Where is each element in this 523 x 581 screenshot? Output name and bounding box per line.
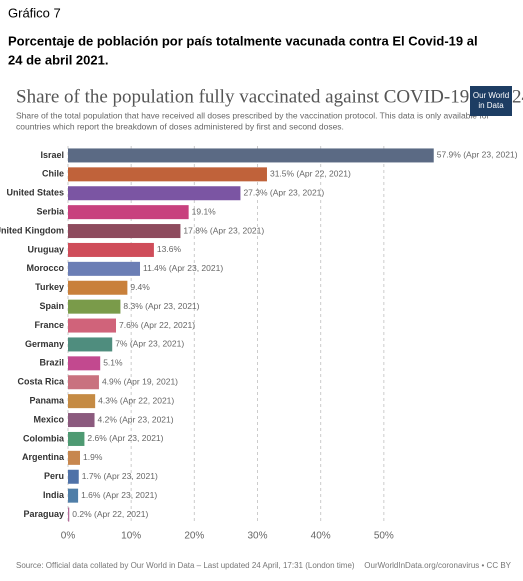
x-tick-label: 20% <box>184 531 204 542</box>
value-label: 4.9% (Apr 19, 2021) <box>102 377 178 387</box>
category-label: Costa Rica <box>17 377 65 387</box>
value-label: 11.4% (Apr 23, 2021) <box>143 263 223 273</box>
caption-line: Porcentaje de población por país totalme… <box>8 33 478 48</box>
bar <box>68 242 154 257</box>
bar <box>68 167 267 182</box>
x-tick-label: 10% <box>121 531 141 542</box>
value-label: 27.3% (Apr 23, 2021) <box>243 188 324 198</box>
value-label: 19.1% <box>192 206 217 216</box>
category-label: Argentina <box>22 452 65 462</box>
category-label: Peru <box>44 471 64 481</box>
x-tick-label: 30% <box>247 531 267 542</box>
logo-box <box>470 86 512 116</box>
bar <box>68 186 241 201</box>
category-label: Morocco <box>26 263 64 273</box>
bar <box>68 375 99 390</box>
value-label: 5.1% <box>103 358 123 368</box>
bar <box>68 205 189 220</box>
category-label: Serbia <box>36 207 65 217</box>
value-label: 57.9% (Apr 23, 2021) <box>437 150 518 160</box>
source: Source: Official data collated by Our Wo… <box>16 561 355 570</box>
category-label: United States <box>6 188 64 198</box>
caption-line: 24 de abril 2021. <box>8 52 108 67</box>
category-label: Paraguay <box>23 509 64 519</box>
logo-text: Our World <box>473 91 509 100</box>
category-label: Colombia <box>23 433 65 443</box>
bar <box>68 450 81 465</box>
category-label: Israel <box>40 150 64 160</box>
category-label: Panama <box>29 396 65 406</box>
bar <box>68 394 96 409</box>
value-label: 17.8% (Apr 23, 2021) <box>183 225 264 235</box>
value-label: 4.3% (Apr 22, 2021) <box>98 395 174 405</box>
bar <box>68 224 181 239</box>
value-label: 7% (Apr 23, 2021) <box>115 339 184 349</box>
bar <box>68 431 85 446</box>
category-label: Uruguay <box>27 244 64 254</box>
x-tick-label: 40% <box>311 531 331 542</box>
category-label: Spain <box>39 301 64 311</box>
value-label: 7.6% (Apr 22, 2021) <box>119 320 195 330</box>
bar <box>68 356 101 371</box>
bar <box>68 280 128 295</box>
category-label: France <box>34 320 64 330</box>
value-label: 13.6% <box>157 244 182 254</box>
logo-text: in Data <box>478 101 504 110</box>
x-tick-label: 50% <box>374 531 394 542</box>
bar <box>68 507 70 522</box>
category-label: United Kingdom <box>0 225 64 235</box>
source-url: OurWorldInData.org/coronavirus • CC BY <box>364 561 511 570</box>
category-label: Turkey <box>35 282 64 292</box>
bar <box>68 148 434 163</box>
value-label: 31.5% (Apr 22, 2021) <box>270 169 351 179</box>
value-label: 8.3% (Apr 23, 2021) <box>123 301 199 311</box>
bar <box>68 413 95 428</box>
chart-title: Share of the population fully vaccinated… <box>16 86 523 107</box>
category-label: Mexico <box>33 414 64 424</box>
value-label: 1.7% (Apr 23, 2021) <box>82 471 158 481</box>
category-label: Brazil <box>39 358 64 368</box>
category-label: Chile <box>42 169 64 179</box>
value-label: 9.4% <box>130 282 150 292</box>
bar <box>68 318 117 333</box>
value-label: 4.2% (Apr 23, 2021) <box>98 414 174 424</box>
category-label: Germany <box>25 339 64 349</box>
bar <box>68 299 121 314</box>
value-label: 0.2% (Apr 22, 2021) <box>72 509 148 519</box>
category-label: India <box>43 490 65 500</box>
bar <box>68 469 79 484</box>
bar <box>68 488 79 503</box>
bar <box>68 337 113 352</box>
figure-label: Gráfico 7 <box>8 5 61 20</box>
value-label: 2.6% (Apr 23, 2021) <box>87 433 163 443</box>
chart-subtitle: countries which report the breakdown of … <box>16 121 344 131</box>
value-label: 1.6% (Apr 23, 2021) <box>81 490 157 500</box>
value-label: 1.9% <box>83 452 103 462</box>
bar <box>68 261 141 276</box>
chart-subtitle: Share of the total population that have … <box>16 110 489 120</box>
x-tick-label: 0% <box>61 531 76 542</box>
